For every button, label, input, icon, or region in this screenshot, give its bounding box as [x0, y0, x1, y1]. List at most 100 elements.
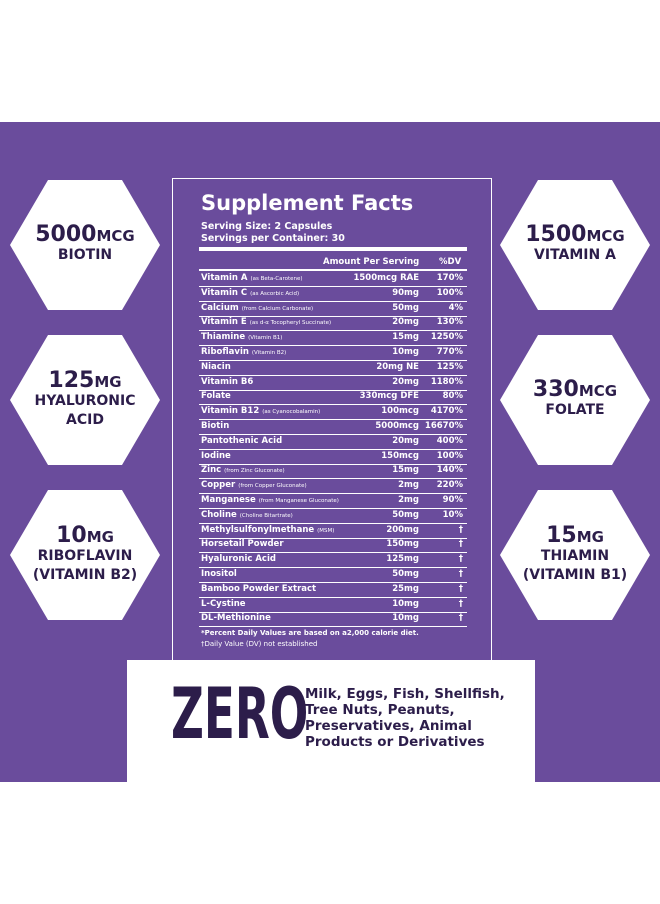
- badge-amount-line: 125MG: [48, 369, 121, 392]
- amount: 90mg: [392, 287, 419, 298]
- badge-label: BIOTIN: [57, 247, 113, 263]
- nutrient: Vitamin A (as Beta-Carotene): [201, 273, 303, 283]
- nutrient: Thiamine (Vitamin B1): [201, 332, 282, 342]
- amount: 150mcg: [381, 450, 419, 461]
- amount: 25mg: [392, 583, 419, 594]
- nutrient-note: (as Beta-Carotene): [250, 276, 303, 282]
- amount: 15mg: [392, 465, 419, 476]
- daily-value: †: [458, 539, 463, 550]
- daily-value: 400%: [436, 435, 463, 446]
- nutrient-name: Vitamin A: [201, 273, 248, 283]
- nutrient-name: Niacin: [201, 361, 231, 372]
- nutrient: Zinc (from Zinc Gluconate): [201, 465, 285, 475]
- fact-row: Vitamin C (as Ascorbic Acid) 90mg 100%: [199, 287, 467, 302]
- amount: 20mg: [392, 317, 419, 328]
- nutrient-name: Bamboo Powder Extract: [201, 583, 317, 594]
- badge-text: 10MG RIBOFLAVIN (VITAMIN B2): [10, 490, 160, 620]
- badge-amount: 10: [56, 522, 87, 548]
- fact-row: Niacin 20mg NE 125%: [199, 361, 467, 376]
- fact-row: Vitamin E (as d-α Tocopheryl Succinate) 2…: [199, 316, 467, 332]
- nutrient: Folate: [201, 391, 231, 401]
- daily-value: 4%: [448, 302, 463, 313]
- badge-text: 330MCG FOLATE: [500, 335, 650, 465]
- nutrient-name: Vitamin C: [201, 287, 248, 298]
- badge-label: (VITAMIN B2): [32, 566, 138, 583]
- daily-value: †: [458, 554, 463, 565]
- nutrient-note: (as Cyanocobalamin): [262, 409, 321, 416]
- nutrient: Inositol: [201, 569, 237, 579]
- nutrient: Hyaluronic Acid: [201, 554, 276, 564]
- nutrient-note: (Choline Bitartrate): [239, 512, 293, 519]
- fact-row: Calcium (from Calcium Carbonate) 50mg 4%: [199, 302, 467, 317]
- header-dv: %DV: [439, 257, 462, 267]
- amount: 2mg: [398, 495, 419, 505]
- daily-value: †: [458, 598, 463, 609]
- nutrient-name: Manganese: [201, 495, 256, 505]
- fact-row: Choline (Choline Bitartrate) 50mg 10%: [199, 509, 467, 524]
- badge-label: (VITAMIN B1): [522, 566, 628, 583]
- daily-value: 10%: [442, 509, 463, 520]
- badge: 125MG HYALURONIC ACID: [10, 335, 160, 465]
- nutrient: Vitamin B12 (as Cyanocobalamin): [201, 406, 320, 416]
- amount: 2mg: [398, 480, 419, 491]
- nutrient-name: Copper: [201, 480, 236, 491]
- daily-value: 170%: [436, 273, 463, 283]
- daily-value: 125%: [436, 361, 463, 372]
- fact-row: Iodine 150mcg 100%: [199, 450, 467, 465]
- amount: 5000mcg: [375, 421, 419, 431]
- nutrient-name: Zinc: [201, 465, 222, 476]
- header-amount: Amount Per Serving: [323, 257, 420, 267]
- nutrient: L-Cystine: [201, 599, 246, 609]
- badge-label: FOLATE: [545, 402, 605, 418]
- zero-word: ZERO: [171, 673, 309, 755]
- hexagon: [500, 490, 650, 620]
- supplement-facts: Supplement Facts Serving Size: 2 Capsule…: [172, 178, 492, 661]
- amount: 10mg: [392, 613, 419, 624]
- badge-text: 125MG HYALURONIC ACID: [10, 335, 160, 465]
- fact-row: Pantothenic Acid 20mg 400%: [199, 435, 467, 450]
- nutrient: Iodine: [201, 451, 231, 461]
- fact-row: Vitamin A (as Beta-Carotene) 1500mcg RAE 1…: [199, 272, 467, 287]
- nutrient-name: Horsetail Powder: [201, 539, 284, 550]
- fact-row: Methylsulfonylmethane (MSM) 200mg †: [199, 524, 467, 539]
- amount: 50mg: [392, 302, 419, 313]
- fact-row: DL-Methionine 10mg †: [199, 612, 467, 628]
- nutrient-note: (as Ascorbic Acid): [250, 290, 300, 297]
- badge-unit: MG: [576, 527, 604, 546]
- nutrient-note: (from Zinc Gluconate): [224, 468, 285, 475]
- badge: 330MCG FOLATE: [500, 335, 650, 465]
- badge-label: ACID: [66, 411, 104, 428]
- amount: 20mg: [392, 435, 419, 446]
- nutrient: Bamboo Powder Extract: [201, 584, 316, 594]
- amount: 125mg: [386, 554, 419, 565]
- fact-row: Manganese (from Manganese Gluconate) 2mg 9…: [199, 494, 467, 509]
- fact-row: L-Cystine 10mg †: [199, 598, 467, 613]
- nutrient-name: L-Cystine: [201, 598, 246, 609]
- nutrient: Copper (from Copper Gluconate): [201, 480, 307, 490]
- daily-value: †: [458, 613, 463, 624]
- nutrient-note: (Vitamin B1): [248, 335, 283, 342]
- amount: 50mg: [392, 569, 419, 579]
- rule: [199, 247, 467, 251]
- fact-row: Vitamin B12 (as Cyanocobalamin) 100mcg 417…: [199, 405, 467, 421]
- badge-amount-line: 330MCG: [532, 377, 617, 402]
- daily-value: 100%: [436, 287, 463, 298]
- fact-row: Vitamin B6 20mg 1180%: [199, 376, 467, 391]
- fact-row: Hyaluronic Acid 125mg †: [199, 553, 467, 569]
- nutrient-name: Biotin: [201, 421, 230, 431]
- daily-value: 770%: [436, 347, 463, 357]
- fact-row: Thiamine (Vitamin B1) 15mg 1250%: [199, 331, 467, 347]
- hexagon: [10, 335, 160, 465]
- nutrient-note: (Vitamin B2): [251, 350, 287, 356]
- badge-amount: 330: [532, 377, 579, 402]
- amount: 15mg: [392, 332, 419, 343]
- badge: 1500MCG VITAMIN A: [500, 180, 650, 310]
- daily-value: 100%: [436, 450, 463, 461]
- nutrient-name: Pantothenic Acid: [201, 435, 283, 446]
- daily-value: 16670%: [424, 421, 463, 431]
- amount: 10mg: [392, 598, 419, 609]
- daily-value: 140%: [436, 465, 463, 476]
- nutrient: Vitamin B6: [201, 377, 253, 387]
- badge-amount-line: 1500MCG: [525, 224, 624, 246]
- fact-row: Zinc (from Zinc Gluconate) 15mg 140%: [199, 464, 467, 480]
